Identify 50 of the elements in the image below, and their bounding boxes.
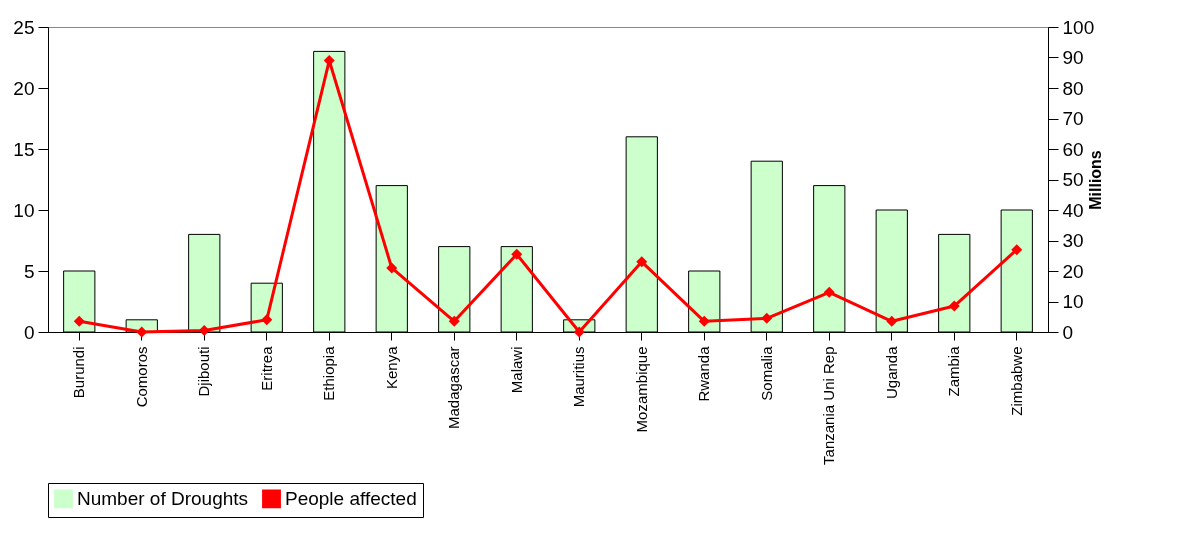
x-tick-label: Mauritius (570, 346, 588, 408)
legend-label: People affected (285, 487, 417, 509)
point (73, 315, 85, 327)
x-tick-label: Tanzania Uni Rep (820, 346, 838, 465)
y2-tick-label: 30 (1062, 230, 1084, 251)
y-tick-label: 20 (13, 77, 35, 99)
y2-tick-label: 10 (1062, 291, 1084, 312)
y2-tick-label: 40 (1062, 199, 1084, 221)
x-tick-label: Comoros (132, 346, 150, 408)
point (636, 256, 648, 268)
point (386, 262, 398, 274)
point (573, 326, 585, 338)
point (886, 315, 898, 327)
point (1011, 244, 1023, 256)
y2-tick-label: 60 (1062, 138, 1084, 160)
point (698, 315, 710, 327)
x-tick-label: Kenya (382, 345, 400, 390)
legend-label: Number of Droughts (77, 487, 249, 509)
x-tick-label: Burundi (70, 346, 88, 399)
point (761, 312, 773, 324)
point (823, 286, 835, 298)
y2-tick-label: 70 (1062, 108, 1084, 129)
y2-tick-label: 80 (1062, 77, 1084, 99)
y2-tick-label: 20 (1062, 260, 1084, 282)
point (198, 325, 210, 336)
point (948, 300, 960, 312)
x-tick-label: Uganda (882, 345, 900, 400)
point (511, 248, 523, 260)
y-tick-label: 0 (23, 321, 35, 343)
point (448, 315, 460, 327)
y-tick-label: 10 (13, 199, 35, 221)
y-tick-label: 5 (23, 260, 35, 282)
x-tick-label: Djibouti (195, 346, 213, 397)
y2-tick-label: 50 (1062, 169, 1084, 190)
x-tick-label: Eritrea (257, 345, 275, 391)
y2-axis-title: Millions (1087, 150, 1105, 210)
x-tick-label: Mozambique (632, 346, 650, 433)
x-tick-label: Somalia (757, 345, 775, 401)
x-tick-label: Madagascar (445, 346, 463, 430)
x-tick-label: Malawi (507, 346, 525, 394)
x-tick-label: Ethiopia (320, 345, 338, 401)
point (261, 314, 273, 326)
y-tick-label: 15 (13, 138, 35, 160)
y2-tick-label: 0 (1062, 321, 1074, 343)
x-tick-label: Zambia (945, 345, 963, 397)
y2-tick-label: 100 (1062, 16, 1095, 38)
y2-tick-label: 90 (1062, 47, 1084, 68)
y-tick-label: 25 (13, 16, 35, 38)
x-tick-label: Zimbabwe (1007, 346, 1025, 416)
x-tick-label: Rwanda (695, 345, 713, 402)
